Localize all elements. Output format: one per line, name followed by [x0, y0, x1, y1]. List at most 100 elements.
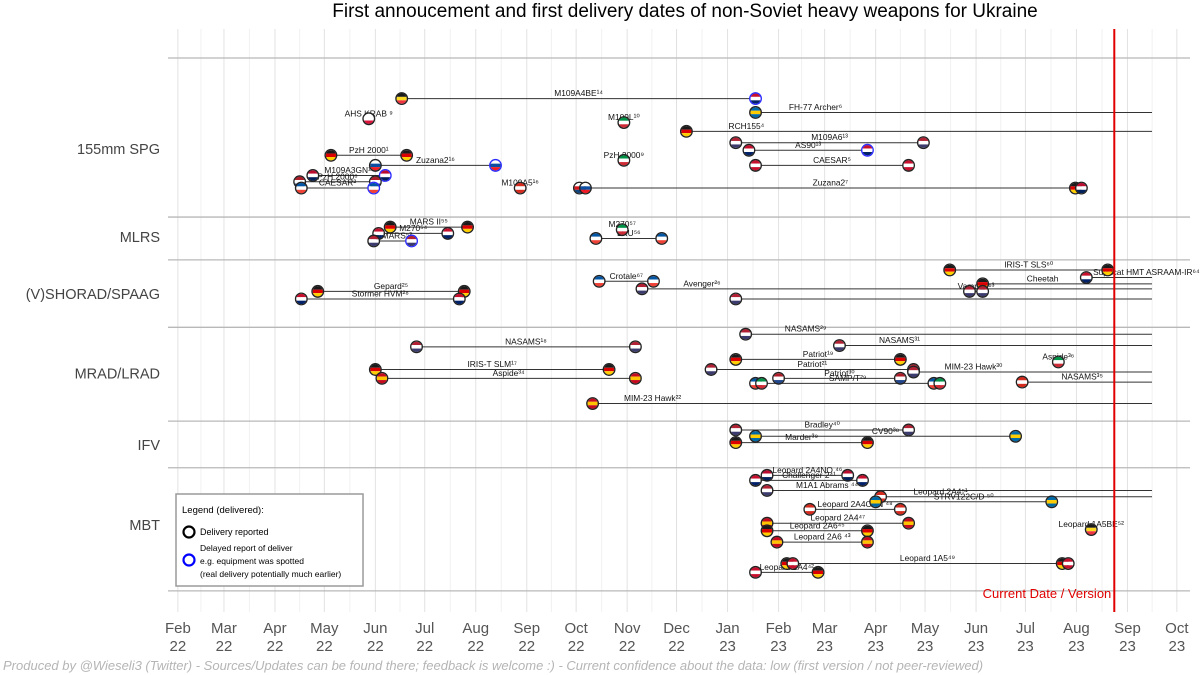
- flag-outline: [628, 371, 642, 385]
- flag-fill: [490, 160, 501, 171]
- flag-stripe: [773, 373, 784, 377]
- flag-marker: [1074, 181, 1088, 195]
- flag-stripe: [312, 286, 323, 290]
- flag-stripe: [862, 536, 873, 541]
- flag-stripe: [750, 107, 761, 111]
- flag-marker: [1079, 271, 1093, 284]
- flag-fill: [1086, 524, 1097, 535]
- flag-stripe: [368, 239, 379, 243]
- x-tick-month: Oct: [564, 620, 588, 637]
- flag-fill: [1010, 431, 1021, 442]
- flag-stripe: [376, 376, 388, 381]
- flag-stripe: [459, 289, 470, 294]
- flag-stripe: [617, 224, 628, 228]
- flag-stripe: [593, 279, 605, 284]
- flag-outline: [860, 436, 874, 450]
- flag-stripe: [934, 378, 946, 382]
- flag-marker: [655, 232, 669, 245]
- x-tick-month: Jul: [1016, 620, 1035, 637]
- flag-marker: [841, 468, 855, 482]
- flag-stripe: [842, 477, 853, 481]
- flag-stripe: [396, 100, 407, 104]
- flag-outline: [378, 169, 392, 182]
- bar-label: Avenger²⁶: [683, 278, 720, 288]
- x-tick-year: 22: [216, 638, 233, 655]
- flag-fill: [977, 286, 988, 297]
- x-tick-month: Nov: [614, 620, 641, 637]
- flag-fill: [934, 378, 946, 389]
- bar-label: Patriot³⁰: [824, 368, 854, 378]
- flag-outline: [760, 484, 774, 497]
- flag-stripe: [370, 176, 381, 181]
- flag-stripe: [750, 160, 761, 164]
- flag-stripe: [307, 173, 319, 178]
- flag-marker: [755, 376, 768, 390]
- flag-outline: [383, 220, 397, 234]
- flag-fill: [296, 182, 307, 194]
- flag-stripe: [870, 496, 881, 501]
- flag-stripe: [730, 424, 741, 429]
- flag-stripe: [296, 300, 307, 305]
- flag-stripe: [903, 524, 914, 529]
- flag-stripe: [373, 228, 384, 232]
- flag-outline: [368, 363, 382, 376]
- flag-outline: [405, 234, 419, 248]
- bar-label: Leopard 2A6 ⁴³: [794, 532, 851, 542]
- flag-marker: [893, 502, 907, 516]
- flag-stripe: [618, 117, 630, 121]
- flag-stripe: [903, 167, 914, 171]
- flag-stripe: [490, 160, 501, 164]
- flag-outline: [635, 282, 649, 296]
- flag-stripe: [903, 424, 914, 429]
- flag-stripe: [370, 180, 381, 184]
- flag-stripe: [761, 532, 773, 536]
- flag-stripe: [834, 340, 845, 344]
- flag-stripe: [454, 300, 465, 305]
- bar-label: HIMARS⁵³: [373, 230, 412, 240]
- flag-stripe: [928, 378, 940, 382]
- category-label: MLRS: [120, 230, 160, 246]
- flag-outline: [367, 234, 381, 248]
- flag-stripe: [705, 364, 717, 368]
- flag-fill: [834, 340, 845, 351]
- flag-marker: [592, 274, 606, 288]
- flag-stripe: [1053, 363, 1064, 368]
- flag-stripe: [1057, 558, 1068, 562]
- flag-stripe: [862, 437, 873, 441]
- bar-label: Marder³⁹: [785, 432, 818, 442]
- flag-marker: [902, 516, 916, 530]
- flag-stripe: [514, 182, 526, 187]
- flag-stripe: [730, 144, 741, 148]
- flag-fill: [903, 518, 914, 529]
- flag-marker: [441, 226, 455, 240]
- flag-outline: [841, 468, 855, 482]
- flag-fill: [730, 354, 741, 365]
- x-tick-month: Apr: [864, 620, 887, 637]
- x-tick-month: Mar: [211, 620, 237, 637]
- flag-marker: [489, 158, 502, 172]
- category-label: (V)SHORAD/SPAAG: [26, 287, 160, 303]
- flag-stripe: [977, 293, 988, 297]
- flag-stripe: [1010, 434, 1021, 439]
- flag-stripe: [903, 163, 914, 168]
- flag-stripe: [307, 170, 319, 174]
- flag-marker: [586, 397, 600, 410]
- bar-label: IRIS-T SLM¹⁷: [467, 359, 516, 369]
- x-tick-year: 23: [719, 638, 736, 655]
- flag-marker: [311, 284, 325, 298]
- flag-stripe: [750, 438, 761, 442]
- flag-outline: [589, 232, 603, 245]
- flag-stripe: [1070, 189, 1081, 194]
- flag-outline: [395, 92, 409, 106]
- flag-stripe: [918, 140, 929, 145]
- flag-stripe: [944, 264, 955, 269]
- flag-stripe: [648, 276, 659, 280]
- flag-marker: [367, 181, 381, 195]
- flag-stripe: [730, 293, 741, 298]
- flag-marker: [860, 436, 874, 450]
- flag-outline: [729, 423, 743, 437]
- flag-stripe: [618, 155, 630, 159]
- legend-title: Legend (delivered):: [182, 505, 264, 516]
- flag-stripe: [756, 385, 767, 389]
- flag-stripe: [370, 367, 381, 372]
